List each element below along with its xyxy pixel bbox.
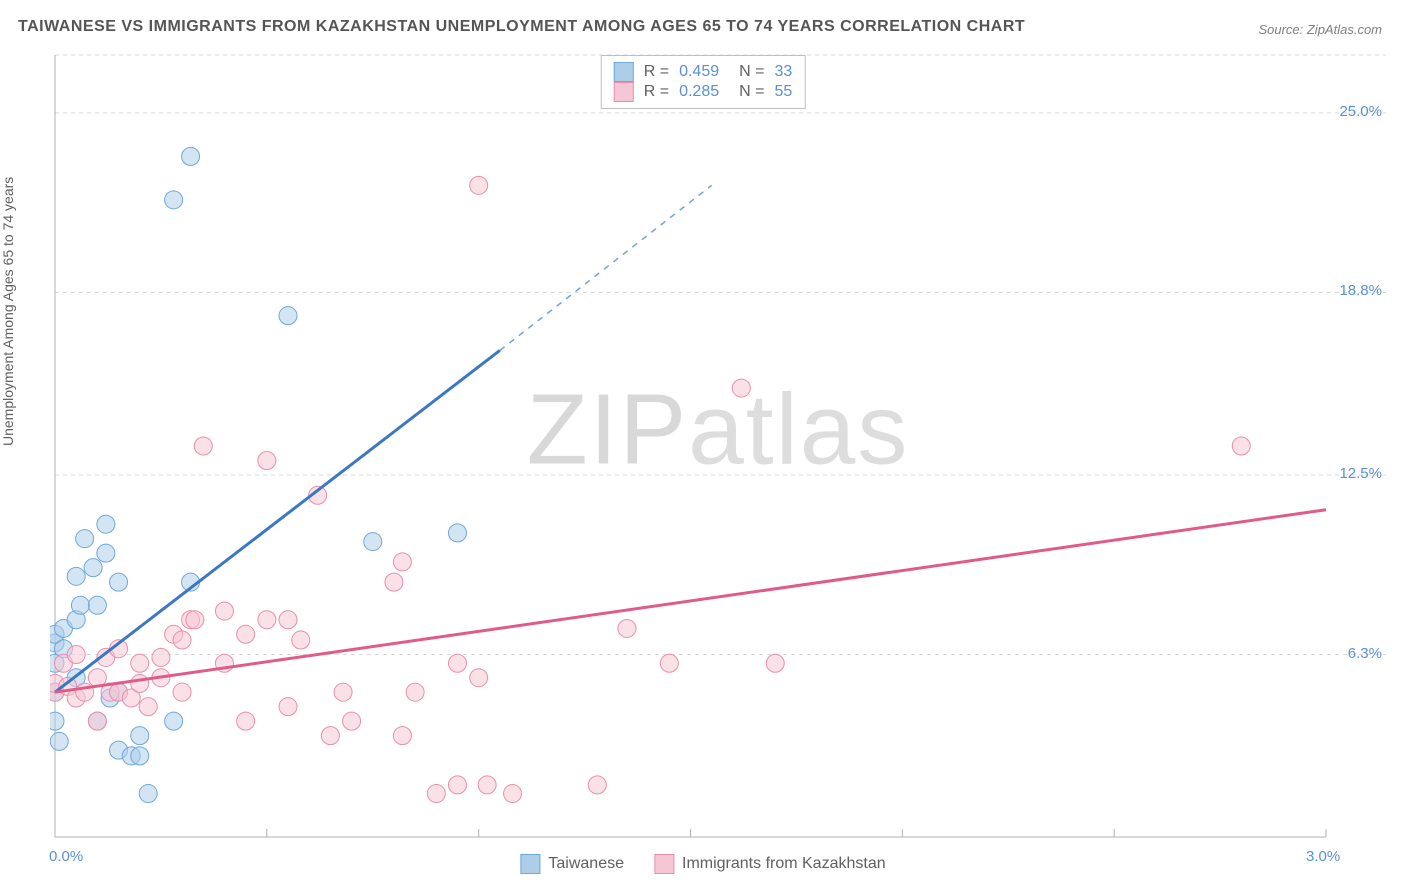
n-label: N =: [739, 63, 764, 81]
correlation-legend: R = 0.459 N = 33 R = 0.285 N = 55: [601, 55, 806, 109]
swatch-kazakhstan: [654, 854, 674, 874]
legend-row-kazakhstan: R = 0.285 N = 55: [614, 82, 793, 102]
y-tick-label: 18.8%: [1339, 282, 1382, 299]
legend-item-kazakhstan: Immigrants from Kazakhstan: [654, 854, 886, 874]
y-axis-label: Unemployment Among Ages 65 to 74 years: [0, 177, 16, 446]
source-attribution: Source: ZipAtlas.com: [1258, 22, 1382, 37]
n-value: 55: [774, 83, 792, 101]
swatch-taiwanese: [614, 62, 634, 82]
x-tick-label: 0.0%: [49, 848, 83, 865]
swatch-kazakhstan: [614, 82, 634, 102]
legend-label: Immigrants from Kazakhstan: [682, 855, 886, 873]
r-label: R =: [644, 63, 669, 81]
scatter-plot: [50, 50, 1386, 842]
y-tick-label: 12.5%: [1339, 465, 1382, 482]
legend-item-taiwanese: Taiwanese: [520, 854, 624, 874]
chart-area: ZIPatlas: [50, 50, 1386, 842]
n-label: N =: [739, 83, 764, 101]
swatch-taiwanese: [520, 854, 540, 874]
r-label: R =: [644, 83, 669, 101]
x-tick-label: 3.0%: [1306, 848, 1340, 865]
series-legend: Taiwanese Immigrants from Kazakhstan: [520, 854, 885, 874]
n-value: 33: [774, 63, 792, 81]
y-tick-label: 6.3%: [1348, 645, 1382, 662]
legend-row-taiwanese: R = 0.459 N = 33: [614, 62, 793, 82]
y-tick-label: 25.0%: [1339, 103, 1382, 120]
r-value: 0.285: [679, 83, 719, 101]
chart-title: TAIWANESE VS IMMIGRANTS FROM KAZAKHSTAN …: [18, 18, 1025, 36]
r-value: 0.459: [679, 63, 719, 81]
legend-label: Taiwanese: [548, 855, 624, 873]
